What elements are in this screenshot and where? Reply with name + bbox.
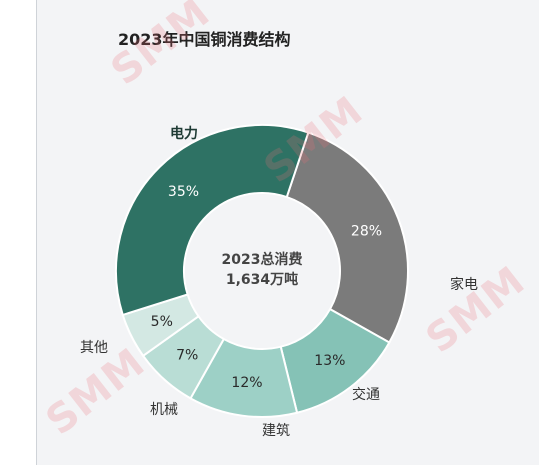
slice-value-label: 7%: [176, 347, 198, 363]
slice-category-label: 电力: [170, 125, 198, 142]
slice-value-label: 5%: [151, 314, 173, 330]
donut-slice-电力: [115, 124, 310, 317]
slice-value-label: 28%: [351, 224, 382, 240]
center-label-line: 1,634万吨: [226, 271, 298, 288]
slice-category-label: 家电: [450, 276, 478, 293]
slice-value-label: 13%: [314, 353, 345, 369]
center-label-line: 2023总消费: [222, 251, 303, 268]
slice-category-label: 机械: [150, 402, 178, 418]
slice-value-label: 12%: [231, 375, 262, 391]
donut-slice-家电: [285, 131, 409, 344]
slice-category-label: 建筑: [262, 423, 290, 439]
slice-category-label: 交通: [352, 386, 380, 403]
chart-title: 2023年中国铜消费结构: [118, 30, 291, 49]
slice-category-label: 其他: [80, 340, 108, 356]
donut-hole: [185, 194, 339, 348]
slice-value-label: 35%: [168, 184, 199, 200]
